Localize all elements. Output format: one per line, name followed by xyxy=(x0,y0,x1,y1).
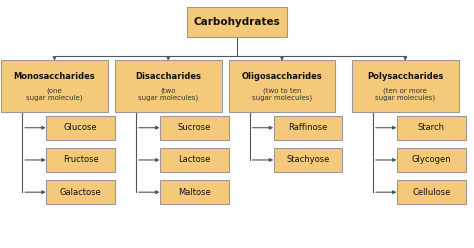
Text: Lactose: Lactose xyxy=(178,155,210,164)
Text: Monosaccharides: Monosaccharides xyxy=(14,72,95,81)
FancyBboxPatch shape xyxy=(1,60,108,112)
Text: Sucrose: Sucrose xyxy=(178,123,211,132)
FancyBboxPatch shape xyxy=(46,181,115,204)
Text: Fructose: Fructose xyxy=(63,155,99,164)
Text: Raffinose: Raffinose xyxy=(288,123,328,132)
Text: Polysaccharides: Polysaccharides xyxy=(367,72,444,81)
Text: (one
sugar molecule): (one sugar molecule) xyxy=(26,88,83,101)
FancyBboxPatch shape xyxy=(397,148,465,172)
FancyBboxPatch shape xyxy=(46,148,115,172)
FancyBboxPatch shape xyxy=(160,148,228,172)
FancyBboxPatch shape xyxy=(115,60,221,112)
FancyBboxPatch shape xyxy=(397,181,465,204)
FancyBboxPatch shape xyxy=(187,7,287,37)
FancyBboxPatch shape xyxy=(274,148,342,172)
Text: Glucose: Glucose xyxy=(64,123,97,132)
Text: Carbohydrates: Carbohydrates xyxy=(193,17,281,27)
Text: (ten or more
sugar molecules): (ten or more sugar molecules) xyxy=(375,88,435,101)
FancyBboxPatch shape xyxy=(397,116,465,139)
Text: Starch: Starch xyxy=(418,123,445,132)
Text: Oligosaccharides: Oligosaccharides xyxy=(242,72,322,81)
FancyBboxPatch shape xyxy=(228,60,336,112)
Text: Galactose: Galactose xyxy=(60,188,101,197)
FancyBboxPatch shape xyxy=(46,116,115,139)
Text: (two to ten
sugar molecules): (two to ten sugar molecules) xyxy=(252,88,312,101)
Text: (two
sugar molecules): (two sugar molecules) xyxy=(138,88,198,101)
FancyBboxPatch shape xyxy=(274,116,342,139)
FancyBboxPatch shape xyxy=(352,60,458,112)
FancyBboxPatch shape xyxy=(160,181,228,204)
Text: Disaccharides: Disaccharides xyxy=(135,72,201,81)
Text: Glycogen: Glycogen xyxy=(411,155,451,164)
Text: Stachyose: Stachyose xyxy=(286,155,330,164)
Text: Maltose: Maltose xyxy=(178,188,211,197)
FancyBboxPatch shape xyxy=(160,116,228,139)
Text: Cellulose: Cellulose xyxy=(412,188,450,197)
